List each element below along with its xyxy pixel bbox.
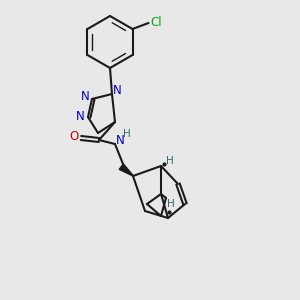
Polygon shape	[119, 165, 133, 176]
Text: O: O	[69, 130, 79, 143]
Text: H: H	[123, 129, 131, 139]
Text: N: N	[81, 89, 89, 103]
Text: H: H	[166, 156, 174, 166]
Text: N: N	[112, 85, 122, 98]
Text: Cl: Cl	[151, 16, 162, 28]
Text: N: N	[76, 110, 84, 122]
Text: H: H	[167, 199, 175, 209]
Text: N: N	[116, 134, 124, 146]
